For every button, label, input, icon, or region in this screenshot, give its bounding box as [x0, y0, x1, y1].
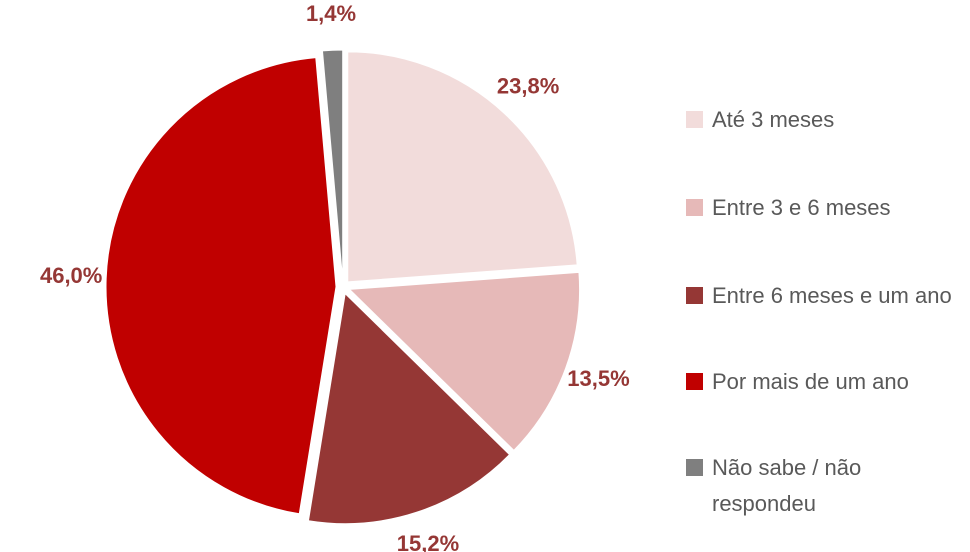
- pie-slice: [307, 292, 511, 525]
- legend-item: Por mais de um ano: [686, 364, 966, 400]
- legend-label: Até 3 meses: [712, 107, 835, 132]
- data-label: 23,8%: [497, 74, 559, 99]
- legend-label: Não sabe / não respondeu: [712, 455, 862, 516]
- legend-item: Não sabe / não respondeu: [686, 450, 966, 522]
- legend-swatch: [686, 199, 703, 216]
- legend-label: Por mais de um ano: [712, 369, 909, 394]
- data-label: 1,4%: [306, 1, 356, 26]
- data-label: 46,0%: [40, 263, 102, 288]
- legend-swatch: [686, 287, 703, 304]
- data-label: 15,2%: [397, 531, 459, 552]
- pie-slice: [347, 51, 578, 283]
- legend-label: Entre 3 e 6 meses: [712, 195, 891, 220]
- legend-item: Entre 6 meses e um ano: [686, 278, 966, 314]
- data-label: 13,5%: [567, 366, 629, 391]
- legend-item: Até 3 meses: [686, 102, 966, 138]
- pie-slice: [105, 57, 337, 515]
- legend-swatch: [686, 459, 703, 476]
- legend-swatch: [686, 373, 703, 390]
- pie-slice: [321, 49, 344, 281]
- legend-swatch: [686, 111, 703, 128]
- legend-item: Entre 3 e 6 meses: [686, 190, 966, 226]
- legend-label: Entre 6 meses e um ano: [712, 283, 952, 308]
- pie-slice: [348, 271, 581, 452]
